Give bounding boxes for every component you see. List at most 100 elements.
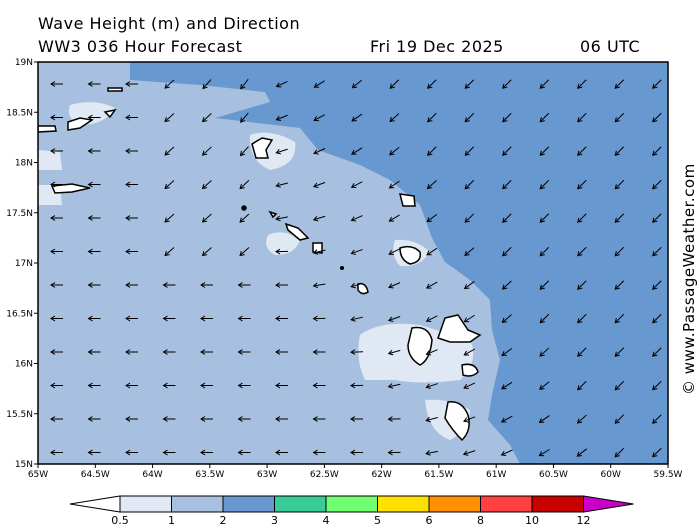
wave-arrow [539,213,550,223]
legend-swatch [377,495,430,513]
wave-arrow [652,179,662,190]
wave-arrow [87,315,101,322]
wave-arrow [87,449,101,456]
wave-arrow [275,215,288,222]
wave-arrow [50,282,63,288]
wave-arrow [162,449,176,456]
wave-arrow [351,147,363,155]
wave-arrow [312,215,326,222]
wave-arrow [87,349,101,355]
wave-arrow [350,215,363,222]
wave-arrow [538,448,550,457]
island [284,222,310,241]
wave-arrow [652,213,662,223]
wave-arrow [425,315,438,323]
wave-arrow [500,415,513,423]
wave-arrow [502,213,512,223]
wave-arrow [576,448,588,457]
lon-label: 60W [601,470,621,480]
legend-under-arrow [69,495,121,513]
wave-arrow [125,114,138,121]
wave-arrow [389,79,400,89]
wave-arrow [500,449,513,457]
wave-arrow [275,80,288,88]
wave-arrow [200,349,213,355]
legend-tick-label: 5 [374,514,381,525]
wave-arrow [50,382,63,389]
wave-arrow [614,313,625,324]
wave-arrow [312,282,326,289]
wave-arrow [87,81,101,87]
wave-arrow [164,113,175,123]
wave-arrow [464,112,475,123]
wave-arrow [614,112,625,123]
wave-arrow [50,349,63,355]
wave-arrow [237,282,251,288]
wave-arrow [539,179,550,190]
legend-tick-label: 8 [477,514,484,525]
wave-arrow [87,114,101,121]
wave-arrow [50,315,63,322]
wave-arrow [312,416,326,422]
wave-arrow [652,414,662,424]
wave-arrow [125,349,138,355]
wave-arrow [87,282,101,288]
legend-tick-label: 6 [426,514,433,525]
wave-arrow [464,247,475,257]
wave-arrow [313,148,326,155]
wave-arrow [652,380,662,391]
wave-arrow [50,81,63,87]
wave-arrow [164,213,175,223]
legend-swatch [325,495,378,513]
colorbar-legend: 0.5 1 2 3 4 5 6 8 10 12 [69,495,634,525]
lon-label: 62.5W [310,470,339,480]
islands [38,87,482,442]
wave-arrow [50,181,63,188]
wave-arrow [350,349,364,355]
forecast-label: WW3 036 Hour Forecast [38,37,243,56]
island [357,282,369,295]
wave-arrow [427,79,437,89]
wave-arrow [350,248,363,255]
wave-arrow [125,181,138,188]
lat-label: 18.5N [6,108,33,118]
wave-arrow [614,79,625,89]
wave-arrow [464,213,475,223]
wave-arrow [312,449,326,456]
wave-arrow [200,449,213,456]
forecast-time: 06 UTC [580,37,641,56]
wave-arrow [539,79,550,89]
wave-arrow [652,246,662,257]
wave-arrow [539,347,550,357]
wave-arrow [164,180,175,190]
wave-arrow [201,146,212,156]
lon-label: 62W [371,470,391,480]
wave-arrow [577,313,587,324]
wave-arrow [125,148,138,154]
wave-arrow [427,146,437,156]
wave-arrow [350,181,363,189]
lat-label: 16.5N [6,309,33,319]
wave-arrow [162,416,176,422]
lat-label: 17.5N [6,209,33,219]
wave-arrow [237,382,251,389]
island [107,87,123,92]
legend-tick-label: 4 [323,514,330,525]
wave-arrow [577,179,587,190]
wave-arrow [239,146,249,157]
wave-arrow [652,112,662,123]
wave-arrow [426,180,437,190]
wave-arrow [501,280,512,290]
wave-arrow [200,416,213,422]
wave-arrow [652,313,662,324]
wave-arrow [125,215,138,221]
wave-arrow [87,382,101,389]
wave-arrow [425,416,438,423]
wave-arrow [351,79,362,89]
wave-arrow [201,180,212,190]
lat-label: 15.5N [6,410,33,420]
island [399,245,422,265]
lon-label: 64W [142,470,162,480]
wave-arrow [388,282,401,289]
wave-arrow [200,282,213,288]
